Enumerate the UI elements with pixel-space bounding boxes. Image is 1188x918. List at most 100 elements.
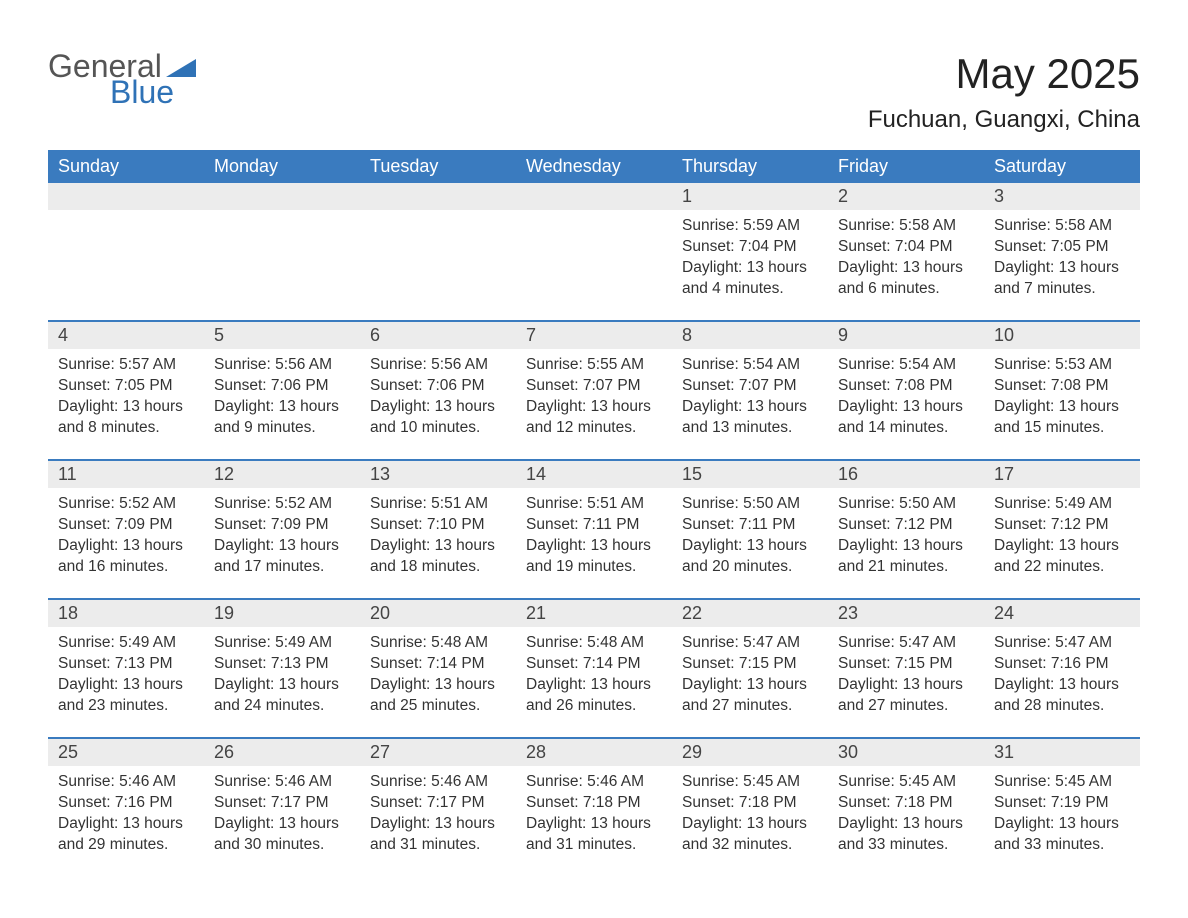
sunset-line: Sunset: 7:11 PM [526, 515, 662, 536]
sunrise-line: Sunrise: 5:45 AM [838, 772, 974, 793]
day-cell: Sunrise: 5:50 AMSunset: 7:12 PMDaylight:… [828, 488, 984, 584]
dow-mon: Monday [204, 150, 360, 183]
sunset-line: Sunset: 7:16 PM [994, 654, 1130, 675]
sunset-line: Sunset: 7:11 PM [682, 515, 818, 536]
sunrise-line: Sunrise: 5:50 AM [838, 494, 974, 515]
daylight-line: Daylight: 13 hours and 33 minutes. [994, 814, 1130, 856]
daylight-line: Daylight: 13 hours and 9 minutes. [214, 397, 350, 439]
daylight-line: Daylight: 13 hours and 4 minutes. [682, 258, 818, 300]
sunrise-line: Sunrise: 5:54 AM [682, 355, 818, 376]
day-number: 31 [984, 739, 1140, 766]
daylight-line: Daylight: 13 hours and 33 minutes. [838, 814, 974, 856]
sunrise-line: Sunrise: 5:56 AM [214, 355, 350, 376]
sunrise-line: Sunrise: 5:53 AM [994, 355, 1130, 376]
daylight-line: Daylight: 13 hours and 29 minutes. [58, 814, 194, 856]
sunrise-line: Sunrise: 5:46 AM [214, 772, 350, 793]
daylight-line: Daylight: 13 hours and 10 minutes. [370, 397, 506, 439]
daylight-line: Daylight: 13 hours and 12 minutes. [526, 397, 662, 439]
sunrise-line: Sunrise: 5:55 AM [526, 355, 662, 376]
day-cell: Sunrise: 5:56 AMSunset: 7:06 PMDaylight:… [360, 349, 516, 445]
sunset-line: Sunset: 7:17 PM [214, 793, 350, 814]
daylight-line: Daylight: 13 hours and 17 minutes. [214, 536, 350, 578]
sunset-line: Sunset: 7:05 PM [994, 237, 1130, 258]
day-number [48, 183, 204, 210]
sunrise-line: Sunrise: 5:58 AM [994, 216, 1130, 237]
day-number: 6 [360, 322, 516, 349]
daylight-line: Daylight: 13 hours and 8 minutes. [58, 397, 194, 439]
day-cell: Sunrise: 5:54 AMSunset: 7:08 PMDaylight:… [828, 349, 984, 445]
day-cell: Sunrise: 5:58 AMSunset: 7:04 PMDaylight:… [828, 210, 984, 306]
weeks-container: 123Sunrise: 5:59 AMSunset: 7:04 PMDaylig… [48, 183, 1140, 862]
sunset-line: Sunset: 7:16 PM [58, 793, 194, 814]
sunrise-line: Sunrise: 5:47 AM [838, 633, 974, 654]
sunrise-line: Sunrise: 5:51 AM [526, 494, 662, 515]
day-number: 29 [672, 739, 828, 766]
sunrise-line: Sunrise: 5:46 AM [58, 772, 194, 793]
day-cell [516, 210, 672, 306]
sunset-line: Sunset: 7:14 PM [370, 654, 506, 675]
day-cell: Sunrise: 5:46 AMSunset: 7:17 PMDaylight:… [360, 766, 516, 862]
sunset-line: Sunset: 7:19 PM [994, 793, 1130, 814]
sunrise-line: Sunrise: 5:46 AM [370, 772, 506, 793]
day-cell: Sunrise: 5:45 AMSunset: 7:19 PMDaylight:… [984, 766, 1140, 862]
day-number: 15 [672, 461, 828, 488]
logo: General Blue [48, 50, 196, 108]
page-title: May 2025 [868, 50, 1140, 98]
day-number: 3 [984, 183, 1140, 210]
daylight-line: Daylight: 13 hours and 23 minutes. [58, 675, 194, 717]
sunset-line: Sunset: 7:14 PM [526, 654, 662, 675]
day-number: 23 [828, 600, 984, 627]
day-number: 17 [984, 461, 1140, 488]
calendar: Sunday Monday Tuesday Wednesday Thursday… [48, 150, 1140, 862]
daylight-line: Daylight: 13 hours and 25 minutes. [370, 675, 506, 717]
day-cell [48, 210, 204, 306]
day-cell: Sunrise: 5:48 AMSunset: 7:14 PMDaylight:… [360, 627, 516, 723]
sunrise-line: Sunrise: 5:49 AM [994, 494, 1130, 515]
sunset-line: Sunset: 7:18 PM [526, 793, 662, 814]
day-cell: Sunrise: 5:46 AMSunset: 7:17 PMDaylight:… [204, 766, 360, 862]
day-number [516, 183, 672, 210]
day-number: 28 [516, 739, 672, 766]
sunset-line: Sunset: 7:18 PM [838, 793, 974, 814]
day-number: 4 [48, 322, 204, 349]
sunset-line: Sunset: 7:17 PM [370, 793, 506, 814]
sunset-line: Sunset: 7:13 PM [214, 654, 350, 675]
daylight-line: Daylight: 13 hours and 24 minutes. [214, 675, 350, 717]
sunset-line: Sunset: 7:10 PM [370, 515, 506, 536]
sunrise-line: Sunrise: 5:52 AM [214, 494, 350, 515]
sunset-line: Sunset: 7:04 PM [838, 237, 974, 258]
day-number: 14 [516, 461, 672, 488]
week-row: 45678910Sunrise: 5:57 AMSunset: 7:05 PMD… [48, 320, 1140, 445]
day-cell: Sunrise: 5:58 AMSunset: 7:05 PMDaylight:… [984, 210, 1140, 306]
sunrise-line: Sunrise: 5:52 AM [58, 494, 194, 515]
sunrise-line: Sunrise: 5:46 AM [526, 772, 662, 793]
logo-word-2: Blue [110, 76, 196, 108]
day-number: 26 [204, 739, 360, 766]
sunrise-line: Sunrise: 5:49 AM [214, 633, 350, 654]
sunset-line: Sunset: 7:09 PM [214, 515, 350, 536]
day-cell: Sunrise: 5:46 AMSunset: 7:18 PMDaylight:… [516, 766, 672, 862]
dow-fri: Friday [828, 150, 984, 183]
day-of-week-header: Sunday Monday Tuesday Wednesday Thursday… [48, 150, 1140, 183]
day-cell: Sunrise: 5:59 AMSunset: 7:04 PMDaylight:… [672, 210, 828, 306]
dow-sun: Sunday [48, 150, 204, 183]
daylight-line: Daylight: 13 hours and 18 minutes. [370, 536, 506, 578]
day-cell: Sunrise: 5:57 AMSunset: 7:05 PMDaylight:… [48, 349, 204, 445]
day-number: 25 [48, 739, 204, 766]
day-number: 9 [828, 322, 984, 349]
dow-thu: Thursday [672, 150, 828, 183]
day-number: 10 [984, 322, 1140, 349]
sunset-line: Sunset: 7:07 PM [526, 376, 662, 397]
day-number: 24 [984, 600, 1140, 627]
sunset-line: Sunset: 7:12 PM [838, 515, 974, 536]
day-number: 2 [828, 183, 984, 210]
day-cell: Sunrise: 5:45 AMSunset: 7:18 PMDaylight:… [672, 766, 828, 862]
sunset-line: Sunset: 7:18 PM [682, 793, 818, 814]
daylight-line: Daylight: 13 hours and 30 minutes. [214, 814, 350, 856]
day-cell: Sunrise: 5:46 AMSunset: 7:16 PMDaylight:… [48, 766, 204, 862]
day-cell: Sunrise: 5:49 AMSunset: 7:12 PMDaylight:… [984, 488, 1140, 584]
day-cell: Sunrise: 5:52 AMSunset: 7:09 PMDaylight:… [204, 488, 360, 584]
day-number: 16 [828, 461, 984, 488]
day-cell: Sunrise: 5:49 AMSunset: 7:13 PMDaylight:… [48, 627, 204, 723]
day-number: 20 [360, 600, 516, 627]
